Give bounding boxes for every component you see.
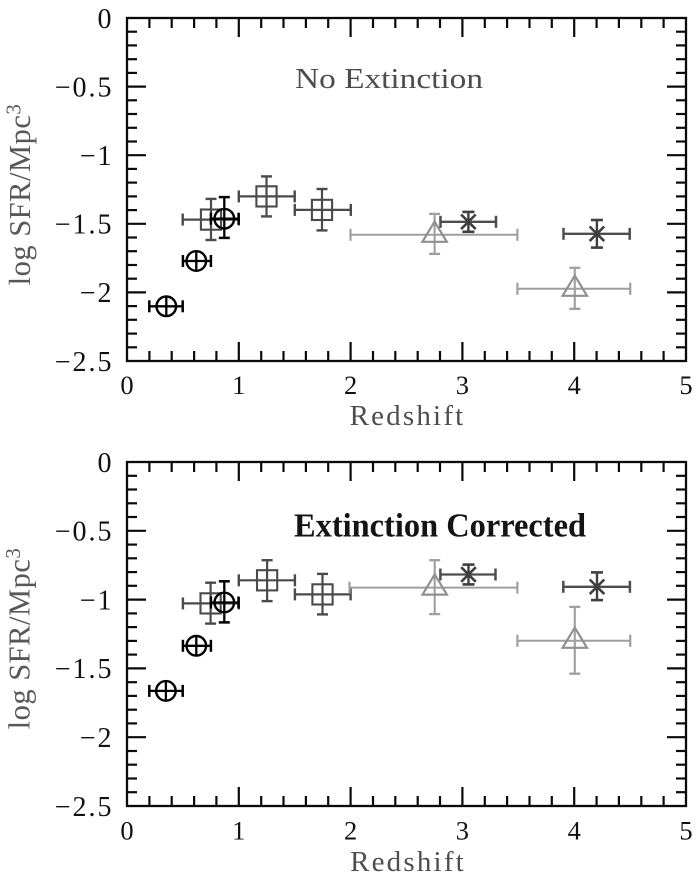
svg-text:0: 0 xyxy=(120,816,133,846)
svg-text:2: 2 xyxy=(344,370,357,400)
svg-text:−1: −1 xyxy=(80,585,114,616)
svg-text:−2: −2 xyxy=(80,278,114,309)
svg-text:−1.5: −1.5 xyxy=(55,654,114,685)
svg-text:Redshift: Redshift xyxy=(350,846,466,878)
svg-text:4: 4 xyxy=(568,370,581,400)
svg-text:0: 0 xyxy=(98,4,114,35)
svg-text:−1: −1 xyxy=(80,141,114,172)
svg-text:−2.5: −2.5 xyxy=(55,347,114,378)
svg-text:5: 5 xyxy=(679,816,692,846)
svg-text:5: 5 xyxy=(679,370,692,400)
svg-text:Redshift: Redshift xyxy=(350,400,466,432)
svg-text:−2: −2 xyxy=(80,723,114,754)
svg-text:log SFR/Mpc3: log SFR/Mpc3 xyxy=(1,548,37,730)
svg-text:−2.5: −2.5 xyxy=(55,792,114,823)
svg-text:−1.5: −1.5 xyxy=(55,210,114,241)
svg-text:3: 3 xyxy=(456,370,469,400)
svg-text:Extinction Corrected: Extinction Corrected xyxy=(294,508,586,545)
svg-text:−0.5: −0.5 xyxy=(55,72,114,103)
svg-text:3: 3 xyxy=(456,816,469,846)
svg-text:2: 2 xyxy=(344,816,357,846)
svg-text:1: 1 xyxy=(232,816,245,846)
svg-text:−0.5: −0.5 xyxy=(55,517,114,548)
svg-text:1: 1 xyxy=(232,370,245,400)
svg-text:log SFR/Mpc3: log SFR/Mpc3 xyxy=(2,104,38,286)
svg-text:0: 0 xyxy=(120,370,133,400)
svg-text:4: 4 xyxy=(568,816,581,846)
svg-text:0: 0 xyxy=(98,448,114,479)
svg-text:No Extinction: No Extinction xyxy=(295,63,484,95)
